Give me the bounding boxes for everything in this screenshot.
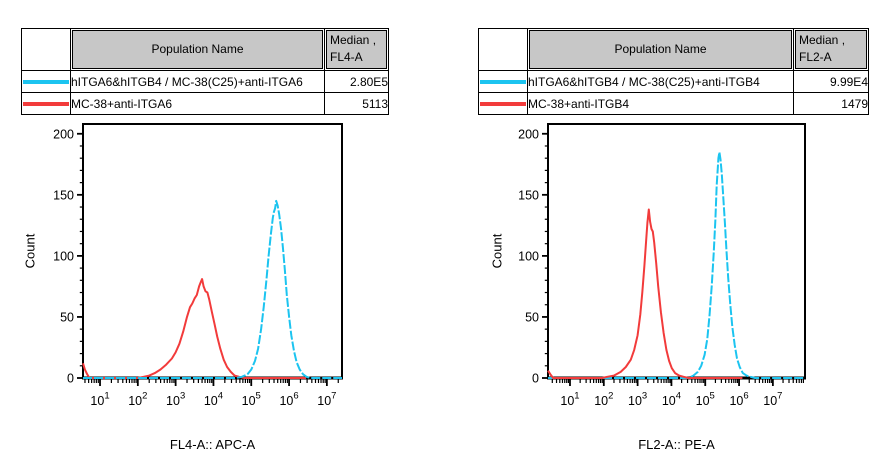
- x-tick-label: 107: [763, 391, 782, 409]
- median-value-cell: 9.99E4: [793, 70, 869, 93]
- population-name-cell: hITGA6&hITGB4 / MC-38(C25)+anti-ITGB4: [527, 70, 794, 93]
- table-row: MC-38+anti-ITGB4 1479: [478, 92, 869, 115]
- y-tick-label: 50: [60, 310, 74, 324]
- x-tick-label: 101: [90, 391, 109, 409]
- histogram-plot-left: 0 50 100 150 200 101 102 103 104 105 106 107: [53, 123, 343, 409]
- x-axis: 101 102 103 104 105 106 107: [84, 379, 339, 409]
- population-name-header-cell: Population Name: [70, 28, 325, 71]
- y-tick-label: 200: [53, 127, 74, 141]
- y-tick-label: 100: [53, 249, 74, 263]
- median-header-line2: FL2-A: [799, 50, 832, 64]
- median-value-cell: 1479: [793, 92, 869, 115]
- median-header: Median , FL4-A: [326, 30, 387, 69]
- population-name-header: Population Name: [72, 30, 323, 69]
- x-axis-title-right: FL2-A:: PE-A: [638, 437, 715, 452]
- plot-frame: [82, 123, 343, 380]
- x-axis-title-left: FL4-A:: APC-A: [169, 437, 256, 452]
- y-axis: 0 50 100 150 200: [518, 127, 548, 386]
- median-header-cell: Median , FL4-A: [324, 28, 389, 71]
- median-header: Median , FL2-A: [795, 30, 867, 69]
- median-header-cell: Median , FL2-A: [793, 28, 869, 71]
- y-tick-label: 0: [67, 372, 74, 386]
- x-tick-label: 103: [166, 391, 185, 409]
- histogram-curve: [547, 208, 743, 379]
- table-row: hITGA6&hITGB4 / MC-38(C25)+anti-ITGA6 2.…: [21, 70, 389, 93]
- x-tick-label: 101: [560, 391, 579, 409]
- y-tick-label: 150: [518, 188, 539, 202]
- x-axis: 101 102 103 104 105 106 107: [551, 379, 805, 409]
- x-tick-label: 102: [128, 391, 147, 409]
- histogram-curve: [82, 278, 307, 379]
- y-axis: 0 50 100 150 200: [53, 127, 83, 386]
- x-tick-label: 105: [696, 391, 715, 409]
- x-tick-label: 107: [317, 391, 336, 409]
- median-value-cell: 5113: [324, 92, 389, 115]
- cyan-series-swatch: [480, 79, 526, 84]
- histogram-curve: [83, 199, 342, 379]
- population-name-header: Population Name: [529, 30, 792, 69]
- x-tick-label: 106: [729, 391, 748, 409]
- population-table-left: Population Name Median , FL4-A hITGA6&hI…: [21, 28, 389, 115]
- x-tick-label: 106: [279, 391, 298, 409]
- table-corner-cell: [478, 28, 528, 71]
- histogram-plot-right: 0 50 100 150 200 101 102 103 104 105 106 107: [518, 123, 806, 409]
- y-tick-label: 150: [53, 188, 74, 202]
- x-tick-label: 105: [242, 391, 261, 409]
- table-corner-cell: [21, 28, 71, 71]
- series-swatch-cell: [478, 70, 528, 93]
- population-name-cell: MC-38+anti-ITGA6: [70, 92, 325, 115]
- median-header-line2: FL4-A: [330, 50, 363, 64]
- median-value-cell: 2.80E5: [324, 70, 389, 93]
- median-header-line1: Median ,: [330, 33, 377, 47]
- y-tick-label: 50: [525, 310, 539, 324]
- table-row: MC-38+anti-ITGA6 5113: [21, 92, 389, 115]
- population-name-cell: hITGA6&hITGB4 / MC-38(C25)+anti-ITGA6: [70, 70, 325, 93]
- y-tick-label: 200: [518, 127, 539, 141]
- y-tick-label: 0: [532, 372, 539, 386]
- table-row: hITGA6&hITGB4 / MC-38(C25)+anti-ITGB4 9.…: [478, 70, 869, 93]
- population-name-header-cell: Population Name: [527, 28, 794, 71]
- population-table-right: Population Name Median , FL2-A hITGA6&hI…: [478, 28, 869, 115]
- red-series-swatch: [480, 101, 526, 106]
- x-tick-label: 102: [594, 391, 613, 409]
- y-tick-label: 100: [518, 249, 539, 263]
- population-name-cell: MC-38+anti-ITGB4: [527, 92, 794, 115]
- red-series-swatch: [23, 101, 69, 106]
- histogram-curve: [548, 151, 805, 379]
- x-tick-label: 103: [628, 391, 647, 409]
- series-swatch-cell: [21, 92, 71, 115]
- median-header-line1: Median ,: [799, 33, 846, 47]
- x-tick-label: 104: [204, 391, 223, 409]
- x-tick-label: 104: [662, 391, 681, 409]
- cyan-series-swatch: [23, 79, 69, 84]
- plot-frame: [547, 123, 806, 380]
